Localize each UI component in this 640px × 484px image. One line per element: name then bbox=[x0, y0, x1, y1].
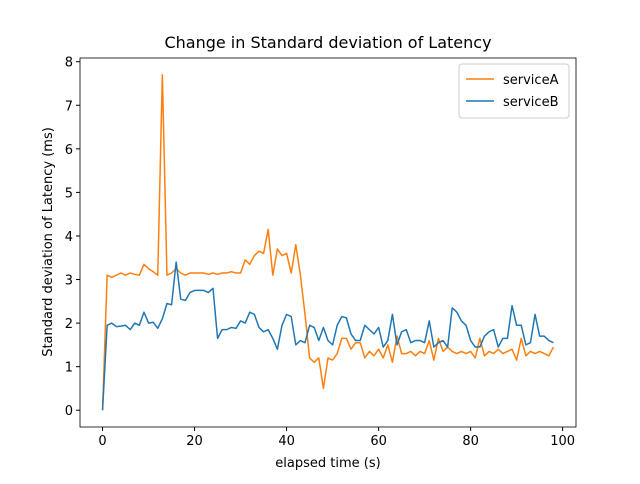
y-tick-label: 8 bbox=[65, 56, 73, 71]
y-tick-label: 3 bbox=[65, 274, 73, 289]
x-tick-label: 60 bbox=[370, 434, 387, 449]
data-line bbox=[101, 261, 554, 411]
y-tick-label: 4 bbox=[65, 230, 73, 245]
y-tick-label: 5 bbox=[65, 186, 73, 201]
y-tick-label: 6 bbox=[65, 143, 73, 158]
y-tick-label: 7 bbox=[65, 99, 73, 114]
x-tick-label: 80 bbox=[462, 434, 479, 449]
y-tick-label: 2 bbox=[65, 317, 73, 332]
x-tick-label: 20 bbox=[186, 434, 203, 449]
x-tick-label: 0 bbox=[98, 434, 106, 449]
legend-label: serviceA bbox=[503, 73, 559, 88]
y-axis-label: Standard deviation of Latency (ms) bbox=[41, 127, 56, 357]
chart-title: Change in Standard deviation of Latency bbox=[164, 33, 491, 52]
x-tick-label: 40 bbox=[278, 434, 295, 449]
plot-frame bbox=[79, 57, 577, 428]
y-tick-label: 1 bbox=[65, 361, 73, 376]
legend-label: serviceB bbox=[503, 95, 559, 110]
legend-box bbox=[458, 63, 570, 119]
x-axis-label: elapsed time (s) bbox=[275, 456, 380, 471]
y-tick-label: 0 bbox=[65, 404, 73, 419]
x-tick-label: 100 bbox=[550, 434, 575, 449]
